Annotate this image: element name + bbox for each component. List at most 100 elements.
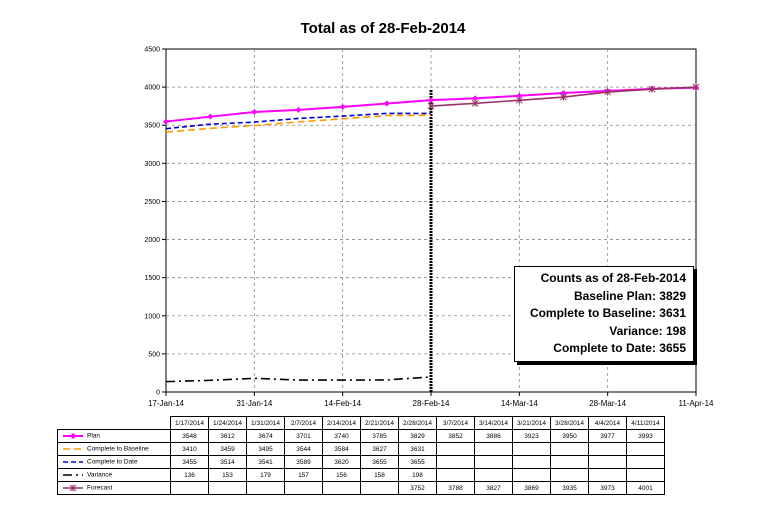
table-cell: 3935 [550,481,589,495]
table-column-header: 2/28/2014 [398,416,437,430]
table-cell: 3993 [626,429,665,443]
table-cell: 3740 [322,429,361,443]
table-cell: 3752 [398,481,437,495]
table-cell: 179 [246,468,285,482]
table-cell: 3829 [398,429,437,443]
x-tick-label: 14-Mar-14 [501,399,538,408]
table-cell [436,442,475,456]
table-cell: 3852 [436,429,475,443]
data-point-forecast [427,102,435,110]
table-cell: 156 [322,468,361,482]
table-cell [246,481,285,495]
legend-entry-plan: Plan [57,429,171,443]
table-cell: 3548 [170,429,209,443]
table-cell: 3627 [360,442,399,456]
table-cell [512,442,551,456]
y-tick-label: 2500 [144,199,160,206]
data-point-plan [295,106,302,113]
table-cell [436,468,475,482]
table-cell [550,468,589,482]
table-cell [322,481,361,495]
data-point-forecast [515,96,523,104]
table-cell: 3631 [398,442,437,456]
table-cell [284,481,323,495]
chart-title: Total as of 28-Feb-2014 [300,20,466,37]
table-cell: 3514 [208,455,247,469]
table-cell: 3788 [436,481,475,495]
table-cell: 153 [208,468,247,482]
legend-entry-forecast: Forecast [57,481,171,495]
table-column-header: 4/11/2014 [626,416,665,430]
series-line-complete-to-date [165,112,431,130]
table-cell: 3495 [246,442,285,456]
table-cell: 3869 [512,481,551,495]
table-row: Variance 136 153 179 157 156 158 198 [57,468,665,482]
data-point-plan [428,97,434,104]
x-tick-label: 28-Mar-14 [589,399,626,408]
table-cell: 3459 [208,442,247,456]
table-column-header: 2/7/2014 [284,416,323,430]
table-column-header: 1/24/2014 [208,416,247,430]
series-line-variance [165,376,432,383]
table-cell: 3674 [246,429,285,443]
table-cell: 3701 [284,429,323,443]
table-cell [474,442,513,456]
table-cell [588,468,627,482]
y-tick-label: 500 [148,351,160,358]
table-column-header: 2/14/2014 [322,416,361,430]
y-tick-label: 4500 [144,47,160,54]
legend-label: Complete to Baseline [87,445,149,453]
x-tick-label: 31-Jan-14 [236,399,273,408]
table-cell [550,442,589,456]
table-cell: 3655 [398,455,437,469]
table-cell [170,481,209,495]
table-cell [512,455,551,469]
info-line-complete-to-baseline: Complete to Baseline: 3631 [529,306,686,320]
info-line-complete-to-date: Complete to Date: 3655 [553,341,686,355]
y-tick-label: 0 [156,390,160,397]
table-cell: 3785 [360,429,399,443]
table-cell [208,481,247,495]
table-cell: 3950 [550,429,589,443]
table-row: Forecast 3752 3788 3827 3869 3935 3973 4001 [57,481,665,495]
table-row: Complete to Date 3455 3514 3541 3589 3620 3655… [57,455,665,469]
legend-swatch-complete-to-date [63,461,83,463]
table-cell [626,455,665,469]
data-table: 1/17/2014 1/24/2014 1/31/2014 2/7/2014 2/14/… [57,416,665,495]
table-column-header: 3/7/2014 [436,416,475,430]
table-cell [512,468,551,482]
table-column-header: 1/17/2014 [170,416,209,430]
table-cell: 158 [360,468,399,482]
y-tick-label: 1500 [144,275,160,282]
y-tick-label: 4000 [144,85,160,92]
legend-swatch-complete-to-baseline [63,448,83,450]
legend-swatch-plan [63,433,83,439]
legend-label: Forecast [87,484,113,492]
x-tick-label: 14-Feb-14 [324,399,361,408]
table-cell [588,442,627,456]
y-tick-label: 2000 [144,237,160,244]
table-cell: 3620 [322,455,361,469]
y-tick-label: 1000 [144,313,160,320]
info-line-title: Counts as of 28-Feb-2014 [540,271,686,285]
table-column-header: 4/4/2014 [588,416,627,430]
table-cell: 157 [284,468,323,482]
counts-info-box: Counts as of 28-Feb-2014 Baseline Plan: … [514,266,694,362]
series-lines [163,83,700,383]
y-axis-ticks: 0 500 1000 1500 2000 2500 3000 3500 4000 4500 [144,47,166,397]
data-point-forecast [471,99,479,107]
table-cell: 3455 [170,455,209,469]
table-column-header: 3/28/2014 [550,416,589,430]
table-cell: 3923 [512,429,551,443]
table-cell: 136 [170,468,209,482]
legend-swatch-forecast [63,484,83,492]
data-point-forecast [692,83,700,91]
legend-entry-variance: Variance [57,468,171,482]
table-header-row: 1/17/2014 1/24/2014 1/31/2014 2/7/2014 2/14/… [58,416,665,430]
table-cell: 198 [398,468,437,482]
data-point-plan [516,92,523,99]
data-point-plan [207,113,214,120]
legend-label: Variance [87,471,113,479]
data-point-plan [472,95,479,102]
data-point-forecast [648,85,656,93]
